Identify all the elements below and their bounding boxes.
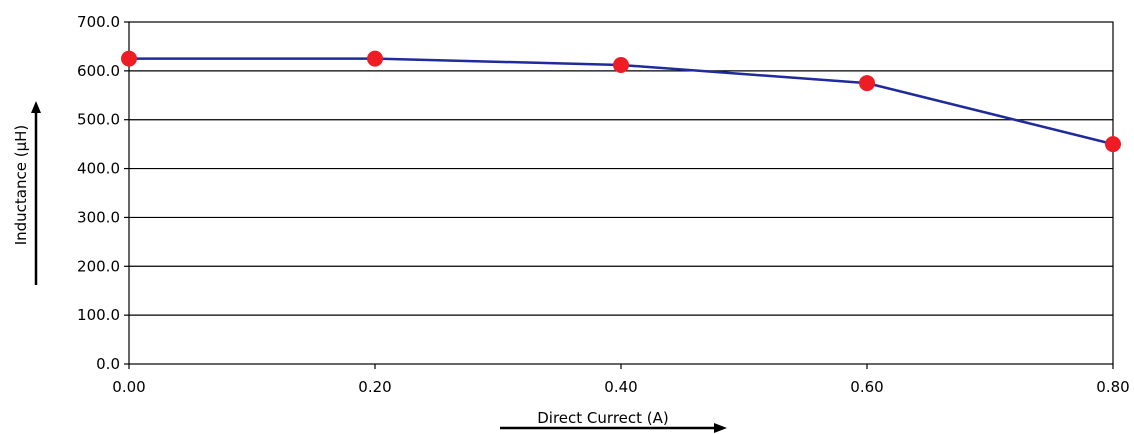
x-tick-label: 0.60 bbox=[850, 378, 883, 396]
series-markers bbox=[121, 50, 1121, 153]
x-tick-label: 0.20 bbox=[358, 378, 391, 396]
y-tick-label: 400.0 bbox=[77, 160, 120, 178]
y-tick-label: 500.0 bbox=[77, 111, 120, 129]
y-tick-label: 700.0 bbox=[77, 13, 120, 31]
y-tick-label: 0.0 bbox=[96, 355, 120, 373]
y-axis-tick-labels: 0.0 100.0 200.0 300.0 400.0 500.0 600.0 700.0 bbox=[77, 13, 129, 373]
y-tick-label: 100.0 bbox=[77, 306, 120, 324]
plot-area-frame bbox=[128, 21, 1114, 365]
x-axis-tick-labels: 0.00 0.20 0.40 0.60 0.80 bbox=[112, 364, 1130, 396]
data-point-marker bbox=[613, 56, 629, 73]
data-point-marker bbox=[367, 50, 383, 67]
y-tick-label: 300.0 bbox=[77, 208, 120, 226]
y-axis-title-group: Inductance (μH) bbox=[12, 101, 41, 285]
data-point-marker bbox=[121, 50, 137, 67]
x-axis-title: Direct Currect (A) bbox=[537, 409, 669, 427]
data-point-marker bbox=[859, 75, 875, 92]
x-tick-label: 0.00 bbox=[112, 378, 145, 396]
y-axis-title: Inductance (μH) bbox=[12, 125, 30, 246]
x-axis-arrow-head bbox=[714, 423, 727, 433]
data-point-marker bbox=[1105, 136, 1121, 153]
x-tick-label: 0.40 bbox=[604, 378, 637, 396]
y-tick-label: 600.0 bbox=[77, 62, 120, 80]
x-axis-title-group: Direct Currect (A) bbox=[500, 409, 727, 433]
y-tick-label: 200.0 bbox=[77, 257, 120, 275]
x-tick-label: 0.80 bbox=[1096, 378, 1129, 396]
y-axis-arrow-head bbox=[31, 101, 41, 113]
